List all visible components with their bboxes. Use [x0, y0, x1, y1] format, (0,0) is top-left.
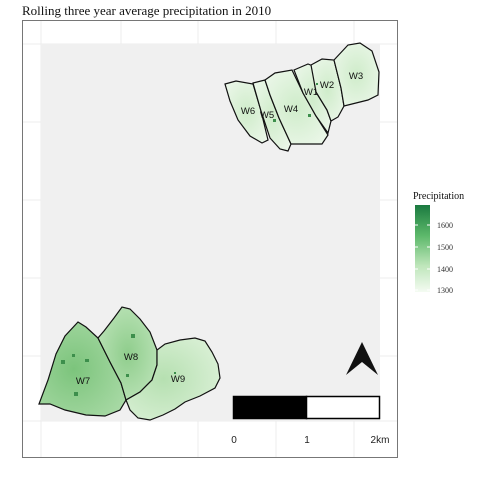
scale-tick-0: 0: [231, 435, 237, 446]
parcel-labels: W6 W5 W4 W1 W2 W3 W7 W8 W9: [76, 71, 363, 387]
legend-colorbar: [415, 205, 430, 292]
label-w4: W4: [284, 104, 298, 115]
precip-speckles: [61, 83, 318, 396]
legend-tick-1500: 1500: [437, 243, 453, 252]
map-title: Rolling three year average precipitation…: [22, 3, 272, 18]
label-w5: W5: [260, 110, 274, 121]
legend-tick-1300: 1300: [437, 286, 453, 295]
legend-tick-1400: 1400: [437, 265, 453, 274]
label-w6: W6: [241, 106, 255, 117]
scale-tick-2: 2km: [371, 435, 390, 446]
scale-bar-segment-2: [305, 395, 381, 420]
scale-bar: 0 1 2km: [231, 395, 390, 446]
scale-bar-segment-1: [232, 395, 308, 420]
label-w3: W3: [349, 71, 363, 82]
parcel-w6[interactable]: [224, 80, 269, 144]
parcel-w4[interactable]: [264, 69, 329, 145]
scale-tick-1: 1: [304, 435, 310, 446]
label-w7: W7: [76, 376, 90, 387]
label-w8: W8: [124, 352, 138, 363]
legend-title: Precipitation: [413, 191, 464, 202]
label-w1: W1: [304, 87, 318, 98]
parcel-w9[interactable]: [125, 337, 221, 421]
legend: Precipitation 1600 1500 1400 1300: [413, 191, 464, 295]
parcel-w3[interactable]: [333, 42, 380, 107]
parcel-w2[interactable]: [310, 58, 345, 122]
legend-tick-1600: 1600: [437, 221, 453, 230]
label-w2: W2: [320, 80, 334, 91]
label-w9: W9: [171, 374, 185, 385]
parcels-south: [38, 306, 221, 421]
parcels-north: [224, 42, 380, 152]
north-arrow-icon: [346, 342, 378, 375]
